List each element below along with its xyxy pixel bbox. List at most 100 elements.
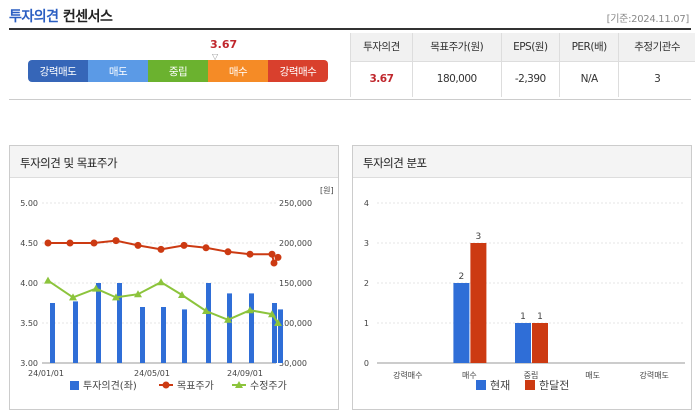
- right-axis-tick-label: 200,000: [279, 239, 312, 248]
- target-price-point: [44, 239, 52, 247]
- target-price-point: [202, 244, 210, 252]
- left-axis-tick-label: 3.50: [20, 319, 38, 328]
- table-header-cell: EPS(원): [500, 33, 560, 62]
- distribution-bar-label: 2: [459, 272, 465, 282]
- section-title: 투자의견 컨센서스: [9, 6, 113, 26]
- x-axis-tick-label: 매수: [462, 371, 477, 380]
- opinion-scale-sell: 매도: [88, 60, 148, 82]
- revised-price-point: [274, 319, 282, 326]
- distribution-bar-label: 1: [520, 312, 526, 322]
- revised-price-line: [47, 279, 279, 324]
- opinion-bar: [272, 303, 277, 363]
- revised-price-point: [112, 293, 120, 301]
- base-date: [기준:2024.11.07]: [606, 14, 690, 25]
- opinion-bar: [227, 293, 232, 363]
- table-header-cell: 투자의견: [350, 33, 413, 62]
- opinion-bar: [206, 283, 211, 363]
- opinion-bar: [117, 283, 122, 363]
- distribution-bar-label: 3: [476, 232, 482, 242]
- target-price-point: [224, 248, 232, 256]
- header-divider: [9, 28, 691, 30]
- table-header-cell: 목표주가(원): [411, 33, 502, 62]
- target-price-point: [180, 241, 188, 249]
- legend-label-month-ago: 한달전: [539, 379, 569, 392]
- y-axis-tick-label: 1: [364, 319, 369, 328]
- right-axis-tick-label: 50,000: [279, 359, 307, 368]
- revised-price-point: [92, 284, 100, 292]
- opinion-bar: [161, 307, 166, 363]
- panel-title: 투자의견 분포: [353, 146, 691, 178]
- opinion-current-value: 3.67: [210, 38, 238, 51]
- target-price-point: [134, 241, 142, 249]
- left-axis-tick-label: 3.00: [20, 359, 38, 368]
- table-header-row: 투자의견 목표주가(원) EPS(원) PER(배) 추정기관수: [350, 33, 695, 62]
- target-price-point: [270, 259, 278, 267]
- legend-label-opinion: 투자의견(좌): [83, 380, 137, 392]
- revised-price-point: [202, 307, 210, 314]
- distribution-bar: [532, 323, 548, 363]
- revised-price-point: [134, 290, 142, 298]
- opinion-scale-buy: 매수: [208, 60, 268, 82]
- opinion-bar: [249, 293, 254, 363]
- table-cell-opinion: 3.67: [350, 61, 413, 97]
- right-axis-tick-label: 100,000: [279, 319, 312, 328]
- section-title-part2: 컨센서스: [62, 9, 113, 25]
- y-axis-tick-label: 0: [364, 359, 369, 368]
- x-axis-tick-label: 24/01/01: [28, 369, 64, 378]
- revised-price-point: [69, 293, 77, 301]
- opinion-scale-strong-buy: 강력매수: [268, 60, 328, 82]
- opinion-distribution-panel: 투자의견 분포 4 3 2 1 0 강력매수 매수 2 3 중립 1 1 매도 강력매도 현재 한달전: [352, 145, 692, 410]
- legend-label-current: 현재: [490, 379, 510, 392]
- revised-price-point: [246, 306, 254, 314]
- distribution-bar: [515, 323, 531, 363]
- consensus-summary-table: 투자의견 목표주가(원) EPS(원) PER(배) 추정기관수 3.67 18…: [350, 33, 695, 97]
- opinion-scale-strong-sell: 강력매도: [28, 60, 88, 82]
- target-price-point: [274, 253, 282, 261]
- legend-swatch-opinion: [70, 381, 79, 390]
- right-axis-tick-label: 250,000: [279, 199, 312, 208]
- opinion-marker-icon: ▽: [212, 52, 219, 61]
- legend-label-revised: 수정주가: [250, 380, 287, 392]
- target-price-point: [246, 250, 254, 258]
- legend-marker-target: [162, 381, 170, 389]
- left-axis-tick-label: 4.00: [20, 279, 38, 288]
- distribution-bar: [453, 283, 470, 363]
- target-price-point: [268, 250, 276, 258]
- table-header-cell: PER(배): [558, 33, 619, 62]
- x-axis-tick-label: 매도: [585, 371, 600, 380]
- target-price-point: [90, 239, 98, 247]
- panel-title: 투자의견 및 목표주가: [10, 146, 338, 178]
- legend-marker-revised: [235, 381, 243, 388]
- revised-price-point: [157, 278, 165, 286]
- revised-price-point: [268, 310, 276, 318]
- target-price-point: [157, 245, 165, 253]
- revised-price-point: [178, 291, 186, 298]
- opinion-bar: [278, 309, 283, 363]
- table-cell-institutions: 3: [618, 61, 695, 97]
- distribution-bar: [470, 243, 487, 363]
- distribution-bar-label: 1: [537, 312, 543, 322]
- revised-price-point: [44, 276, 52, 284]
- table-cell-eps: -2,390: [500, 61, 560, 97]
- target-price-point: [112, 237, 120, 245]
- x-axis-tick-label: 강력매도: [639, 370, 668, 380]
- x-axis-tick-label: 강력매수: [393, 370, 422, 380]
- table-row: 3.67 180,000 -2,390 N/A 3: [350, 61, 695, 97]
- opinion-bar: [73, 301, 78, 363]
- table-header-cell: 추정기관수: [618, 33, 695, 62]
- opinion-target-price-chart: 5.00 4.50 4.00 3.50 3.00 250,000 200,000 150,00…: [20, 186, 333, 392]
- legend-swatch-current: [476, 380, 486, 390]
- right-axis-tick-label: 150,000: [279, 279, 312, 288]
- left-axis-tick-label: 4.50: [20, 239, 38, 248]
- table-cell-per: N/A: [558, 61, 619, 97]
- opinion-bar: [96, 283, 101, 363]
- y-axis-tick-label: 2: [364, 279, 369, 288]
- opinion-scale-bar: 강력매도 매도 중립 매수 강력매수: [28, 60, 328, 82]
- legend-swatch-month-ago: [525, 380, 535, 390]
- target-price-point: [66, 239, 74, 247]
- y-axis-tick-label: 3: [364, 239, 369, 248]
- summary-divider: [9, 99, 691, 100]
- x-axis-tick-label: 중립: [524, 371, 539, 380]
- opinion-bar: [182, 309, 187, 363]
